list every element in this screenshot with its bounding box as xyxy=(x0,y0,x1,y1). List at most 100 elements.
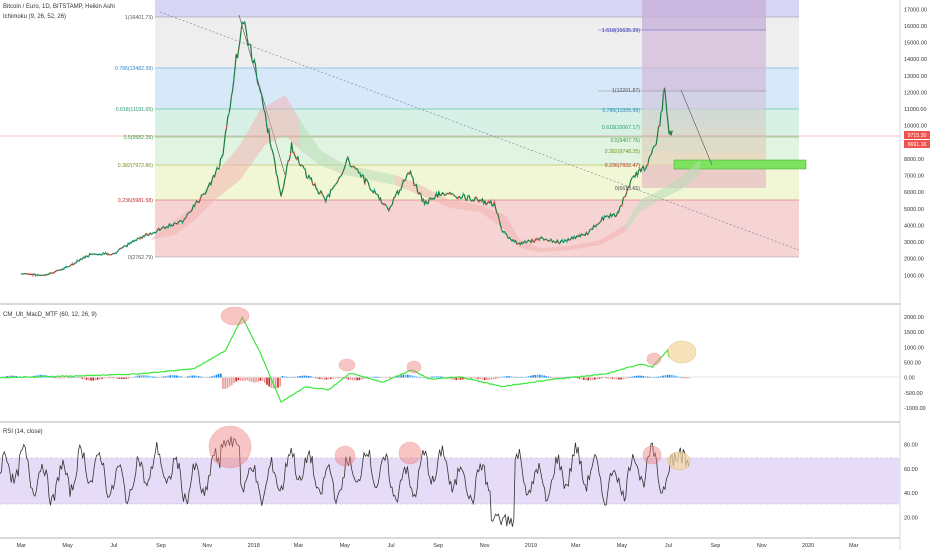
macd-hist-bar xyxy=(149,376,152,378)
price-candle xyxy=(517,243,519,245)
macd-hist-bar xyxy=(400,375,402,378)
price-tick-label: 12000.00 xyxy=(904,90,927,96)
rsi-highlight-circles xyxy=(208,425,691,471)
macd-hist-bar xyxy=(314,377,317,379)
macd-hist-bar xyxy=(140,375,143,378)
price-candle xyxy=(235,53,237,55)
price-candle xyxy=(144,236,145,238)
macd-hist-bar xyxy=(213,375,215,378)
macd-hist-bar xyxy=(228,377,231,387)
price-candle xyxy=(369,186,371,190)
macd-hist-bar xyxy=(114,377,116,379)
price-candle xyxy=(492,204,494,208)
price-candle xyxy=(293,151,295,155)
price-candle xyxy=(27,273,29,275)
price-candle xyxy=(182,220,184,225)
price-candle xyxy=(543,239,545,242)
price-candle xyxy=(624,196,625,198)
price-candle xyxy=(467,194,469,198)
fib-right-1618: 1.618(15635.39) xyxy=(602,28,640,34)
macd-hist-bar xyxy=(371,376,374,378)
fib-right-zones xyxy=(598,0,766,188)
macd-hist-bar xyxy=(385,377,387,379)
price-candle xyxy=(349,165,351,168)
macd-hist-bar xyxy=(281,375,284,378)
time-tick-label: May xyxy=(617,543,628,549)
macd-hist-bar xyxy=(508,376,510,378)
macd-hist-bar xyxy=(671,374,673,378)
price-candle xyxy=(162,225,164,228)
macd-hist-bar xyxy=(74,377,77,378)
price-candle xyxy=(652,147,654,150)
macd-hist-bar xyxy=(404,374,407,378)
price-candle xyxy=(660,111,662,113)
macd-hist-bar xyxy=(455,377,457,381)
macd-circle-3 xyxy=(406,360,422,374)
macd-hist-bar xyxy=(90,377,92,381)
macd-hist-bar xyxy=(514,377,517,378)
price-candle xyxy=(256,76,258,79)
macd-hist-bar xyxy=(686,377,688,379)
price-candle xyxy=(511,239,513,243)
macd-hist-bar xyxy=(50,376,53,378)
price-candle xyxy=(30,273,32,276)
rsi-tick-label: 40.00 xyxy=(904,491,918,497)
macd-hist-bar xyxy=(545,376,548,378)
price-candle xyxy=(113,252,115,255)
price-candle xyxy=(44,275,46,276)
price-candle xyxy=(81,259,83,260)
macd-hist-bar xyxy=(523,377,526,378)
macd-hist-bar xyxy=(618,377,620,380)
price-candle xyxy=(332,187,334,189)
macd-hist-bar xyxy=(198,376,200,378)
macd-hist-bar xyxy=(398,375,400,378)
price-candle xyxy=(352,165,354,167)
price-candle xyxy=(483,202,485,206)
macd-hist-bar xyxy=(169,375,171,378)
macd-hist-bar xyxy=(552,377,554,379)
macd-hist-bar xyxy=(501,376,504,378)
price-tick-label: 11000.00 xyxy=(904,107,927,113)
price-candle xyxy=(63,267,65,271)
fib-right-0: 0(6613.65) xyxy=(615,186,640,192)
price-candle xyxy=(241,21,243,24)
price-candle xyxy=(590,228,592,230)
price-candle xyxy=(327,193,329,196)
price-candle xyxy=(202,194,204,196)
macd-hist-bar xyxy=(327,377,330,380)
fib-left-1: 1(16401.73) xyxy=(125,15,153,21)
price-candle xyxy=(347,156,349,158)
price-candle xyxy=(555,242,557,244)
macd-hist-bar xyxy=(37,375,39,378)
macd-hist-bar xyxy=(420,377,422,378)
macd-hist-bar xyxy=(369,377,372,378)
price-candle xyxy=(460,197,462,200)
macd-hist-bar xyxy=(486,377,488,381)
macd-hist-bar xyxy=(57,377,59,379)
price-candle xyxy=(433,198,435,200)
price-candle xyxy=(649,154,651,157)
price-tick-label: 14000.00 xyxy=(904,57,927,63)
macd-hist-bar xyxy=(451,377,453,380)
price-candle xyxy=(172,225,174,227)
macd-hist-bar xyxy=(173,375,176,378)
ichimoku-cloud xyxy=(150,95,700,252)
macd-tick-label: 0.00 xyxy=(904,376,915,382)
macd-hist-bar xyxy=(125,377,127,379)
price-candle xyxy=(97,254,99,256)
price-candle xyxy=(400,188,402,191)
macd-hist-bar xyxy=(204,377,207,378)
macd-hist-bar xyxy=(679,377,682,378)
macd-hist-bar xyxy=(354,377,356,381)
time-tick-label: Jul xyxy=(110,543,117,549)
rsi-circle-4 xyxy=(642,445,662,465)
price-candle xyxy=(258,85,260,87)
macd-hist-bar xyxy=(578,377,581,379)
price-candle xyxy=(361,173,363,177)
time-tick-label: Mar xyxy=(294,543,304,549)
macd-hist-bar xyxy=(116,377,119,379)
macd-hist-bar xyxy=(187,376,189,378)
second-price-text: 9691.16 xyxy=(908,142,927,148)
price-candle xyxy=(312,182,314,186)
macd-hist-bar xyxy=(255,377,257,383)
